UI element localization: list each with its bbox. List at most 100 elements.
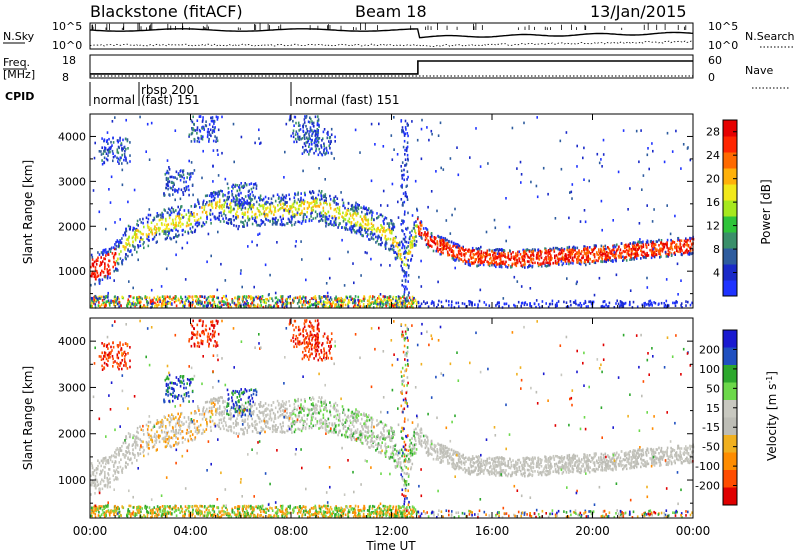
power-cell [439, 121, 442, 125]
power-cell [473, 249, 475, 252]
power-cell [197, 299, 199, 303]
power-cell [419, 224, 422, 227]
power-cell [91, 262, 94, 266]
power-cell [318, 297, 321, 300]
power-cell [315, 300, 317, 303]
power-cell [318, 301, 320, 304]
power-cell [459, 249, 462, 253]
power-cell [582, 256, 585, 259]
power-cell [204, 124, 207, 127]
power-cell [416, 300, 418, 304]
power-cell [274, 296, 277, 300]
power-cell [577, 260, 579, 264]
power-cell [234, 201, 236, 204]
power-cell [364, 207, 367, 210]
power-cell [293, 214, 296, 218]
power-cell [501, 254, 503, 258]
power-cell [217, 230, 219, 234]
power-cell [212, 180, 214, 183]
power-cell [332, 300, 334, 304]
power-cell [241, 285, 243, 289]
power-cell [485, 252, 488, 256]
power-cell [374, 143, 376, 146]
power-cell [412, 301, 415, 305]
power-cell [359, 305, 362, 308]
power-cell [481, 261, 483, 265]
velocity-cell [392, 445, 395, 448]
power-cell [385, 240, 387, 244]
power-cell [515, 252, 517, 255]
power-cell [548, 251, 550, 254]
power-cell [253, 213, 256, 216]
velocity-cell [211, 409, 213, 413]
velocity-cell [377, 451, 380, 454]
power-cell [93, 296, 95, 299]
power-cell [198, 115, 201, 118]
power-cell [435, 170, 437, 173]
power-cell [673, 252, 675, 255]
power-cell [380, 301, 383, 304]
power-cell [524, 251, 526, 255]
velocity-cell [347, 414, 349, 418]
power-cell [633, 241, 636, 245]
power-cell [405, 271, 408, 274]
power-cell [491, 263, 493, 267]
power-cell [306, 150, 309, 153]
velocity-cell [367, 415, 369, 419]
power-cell [403, 238, 406, 241]
power-cell [150, 221, 153, 224]
power-cell [96, 275, 99, 278]
power-cell [286, 222, 289, 225]
power-cell [344, 218, 347, 221]
power-cell [120, 241, 123, 244]
power-cell [572, 245, 575, 249]
power-cell [338, 223, 340, 227]
power-cell [496, 256, 499, 259]
power-cell [265, 202, 267, 206]
power-cell [390, 222, 393, 225]
power-cell [298, 208, 301, 211]
power-cell [659, 249, 662, 252]
power-cell [622, 129, 625, 132]
power-cell [376, 212, 378, 215]
power-cell [314, 216, 317, 220]
power-cell [175, 234, 177, 238]
power-cell [92, 189, 95, 192]
velocity-cell [689, 458, 692, 461]
power-cell [632, 252, 635, 256]
power-cell [282, 202, 284, 206]
power-cell [266, 213, 269, 217]
power-cell [305, 131, 308, 135]
power-cell [317, 302, 320, 306]
power-cell [193, 215, 195, 218]
power-cell [443, 247, 446, 250]
power-cell [128, 242, 130, 245]
power-cell [349, 226, 351, 230]
power-cell [284, 207, 286, 211]
power-cell [418, 305, 420, 308]
power-cell [588, 262, 591, 265]
power-cell [262, 299, 265, 302]
power-cell [482, 253, 484, 256]
power-cell [325, 297, 327, 300]
power-cell [151, 305, 153, 308]
velocity-cell [225, 424, 227, 427]
power-cell [550, 249, 552, 253]
power-cell [621, 305, 623, 308]
power-cell [367, 303, 369, 306]
power-cell [404, 153, 406, 156]
power-cell [531, 265, 533, 269]
power-cell [203, 304, 206, 308]
power-cell [300, 137, 302, 141]
power-cell [205, 220, 208, 224]
power-cell [317, 193, 320, 197]
power-cell [212, 297, 215, 301]
power-cell [606, 305, 609, 308]
power-cell [615, 259, 617, 263]
power-cell [279, 295, 282, 298]
power-cell [127, 237, 129, 241]
power-cell [456, 146, 458, 149]
power-cell [571, 197, 573, 200]
power-cell [631, 306, 634, 309]
power-cell [534, 261, 536, 265]
